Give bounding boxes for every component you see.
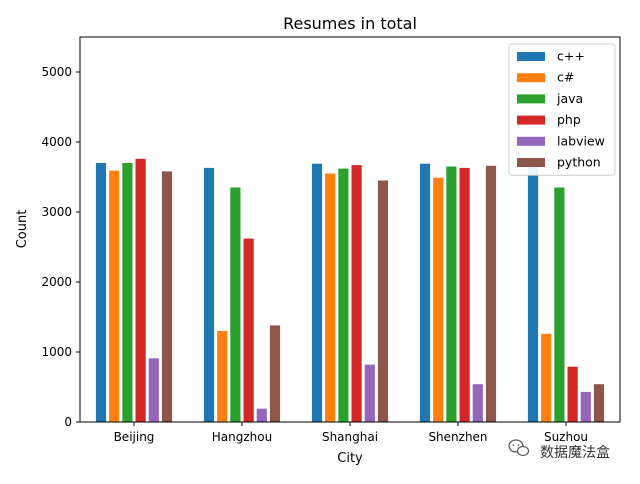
y-tick-label: 2000 — [41, 275, 72, 289]
x-tick-label: Shenzhen — [428, 430, 487, 444]
legend-swatch-python — [517, 158, 545, 167]
bar-java-beijing — [122, 163, 133, 422]
legend-label-python: python — [557, 155, 601, 170]
legend-swatch-java — [517, 94, 545, 104]
legend-label-labview: labview — [557, 133, 605, 148]
bar-c++-suzhou — [527, 163, 539, 422]
bar-java-hangzhou — [230, 187, 241, 422]
legend-swatch-php — [517, 115, 545, 125]
bar-java-shenzhen — [446, 166, 457, 422]
x-tick-label: Shanghai — [322, 430, 378, 444]
y-tick-label: 0 — [64, 415, 72, 429]
legend-swatch-labview — [517, 136, 545, 146]
watermark: 数据魔法盒 — [508, 439, 610, 461]
chart-title: Resumes in total — [283, 14, 417, 33]
bar-c#-hangzhou — [217, 331, 228, 422]
bar-java-shanghai — [338, 168, 349, 422]
bar-c++-beijing — [95, 163, 107, 422]
y-tick-label: 4000 — [41, 135, 72, 149]
watermark-text: 数据魔法盒 — [540, 444, 610, 461]
bar-labview-hangzhou — [256, 408, 267, 422]
legend-label-java: java — [556, 91, 583, 106]
legend-swatch-c# — [517, 73, 545, 83]
y-axis-label: Count — [15, 210, 30, 249]
bar-python-shenzhen — [485, 165, 497, 423]
bar-python-beijing — [161, 171, 173, 422]
legend-label-php: php — [557, 112, 581, 127]
x-tick-label: Hangzhou — [212, 430, 272, 444]
x-tick-label: Suzhou — [544, 430, 588, 444]
bar-java-suzhou — [554, 187, 565, 422]
bar-php-beijing — [135, 158, 146, 423]
legend-label-c#: c# — [557, 70, 574, 85]
bar-labview-suzhou — [580, 391, 591, 422]
x-tick-label: Beijing — [114, 430, 155, 444]
y-tick-label: 5000 — [41, 65, 72, 79]
y-tick-label: 3000 — [41, 205, 72, 219]
bar-c#-suzhou — [541, 333, 552, 422]
bar-python-hangzhou — [269, 325, 281, 422]
bar-python-shanghai — [377, 180, 389, 422]
bar-php-shenzhen — [459, 167, 470, 422]
x-axis-label: City — [337, 451, 363, 466]
bar-c#-beijing — [109, 170, 120, 422]
bars-layer — [95, 158, 605, 423]
bar-c#-shanghai — [325, 173, 336, 422]
bar-c++-shanghai — [311, 163, 323, 422]
y-tick-label: 1000 — [41, 345, 72, 359]
legend: c++ c# java php labview python — [508, 43, 616, 176]
wechat-icon — [508, 439, 530, 457]
bar-php-hangzhou — [243, 238, 254, 422]
bar-labview-beijing — [148, 358, 159, 422]
bar-python-suzhou — [593, 384, 605, 422]
axes-layer: 0 1000 2000 3000 4000 5000 Beijing Hangzhou Shan… — [41, 36, 621, 444]
legend-swatch-c++ — [517, 52, 545, 61]
bar-c++-shenzhen — [419, 163, 431, 422]
bar-labview-shanghai — [364, 364, 375, 422]
bar-php-shanghai — [351, 165, 362, 422]
bar-labview-shenzhen — [472, 384, 483, 422]
bar-php-suzhou — [567, 366, 578, 422]
bar-c++-hangzhou — [203, 167, 215, 422]
bar-c#-shenzhen — [433, 177, 444, 422]
legend-label-c++: c++ — [557, 49, 585, 64]
